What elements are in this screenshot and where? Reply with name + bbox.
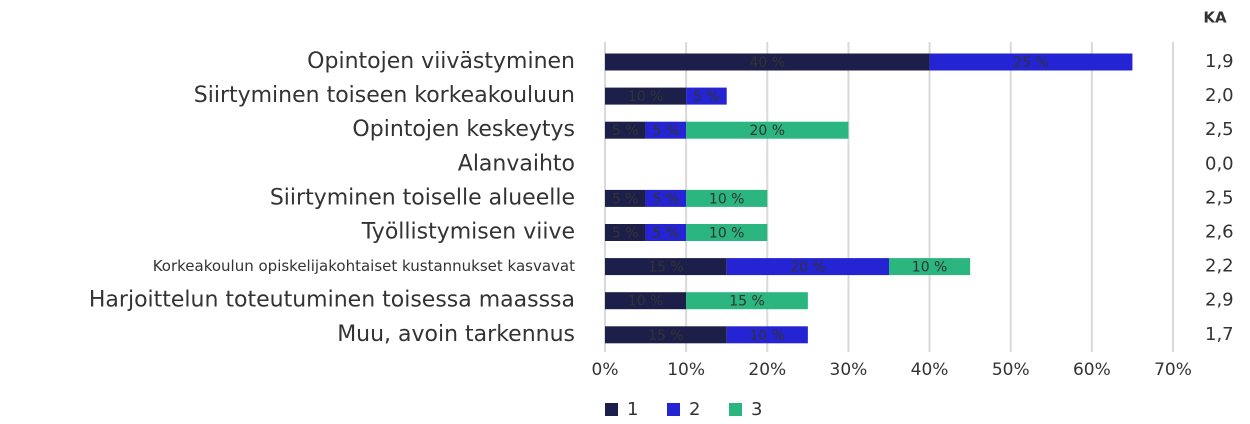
bar-value-label: 10 % [628, 89, 664, 105]
side-value: 1,9 [1205, 51, 1234, 72]
side-value: 0,0 [1205, 153, 1234, 174]
category-label: Opintojen viivästyminen [307, 49, 575, 74]
bar-value-label: 5 % [653, 123, 680, 139]
x-tick-label: 40% [911, 360, 949, 380]
bar-segment [605, 224, 646, 241]
legend-label: 3 [751, 399, 762, 420]
bar-segment [605, 326, 727, 344]
bar-segment [686, 189, 768, 207]
category-label: Muu, avoin tarkennus [337, 322, 575, 347]
bar-value-label: 40 % [749, 55, 785, 71]
bar-segment [726, 258, 889, 276]
category-label: Opintojen keskeytys [352, 117, 575, 142]
bar-value-label: 10 % [709, 226, 745, 242]
category-label: Alanvaihto [458, 151, 575, 176]
x-tick-label: 10% [667, 360, 705, 380]
side-value: 2,6 [1205, 222, 1234, 243]
legend-swatch [605, 403, 618, 416]
bar-segment [686, 121, 849, 139]
bar-segment [686, 224, 768, 241]
bar-value-label: 5 % [653, 226, 680, 242]
bar-segment [645, 121, 687, 139]
bar-segment [605, 292, 687, 310]
bar-segment [929, 53, 1133, 71]
x-tick-label: 50% [992, 360, 1030, 380]
bar-value-label: 10 % [912, 260, 948, 276]
x-tick-label: 60% [1073, 360, 1111, 380]
bar-segment [726, 326, 808, 344]
x-tick-label: 70% [1154, 360, 1192, 380]
legend-swatch [667, 403, 680, 416]
bar-segment [605, 87, 687, 105]
bar-value-label: 15 % [648, 260, 684, 276]
bar-value-label: 25 % [1013, 55, 1049, 71]
bar-segment [645, 224, 687, 241]
category-label: Siirtyminen toiselle alueelle [270, 185, 575, 210]
bar-segment [605, 121, 646, 139]
side-value: 2,2 [1205, 256, 1234, 277]
bar-segment [686, 292, 808, 310]
side-value: 2,5 [1205, 119, 1234, 140]
bar-value-label: 15 % [648, 328, 684, 344]
bar-value-label: 10 % [749, 328, 785, 344]
bar-value-label: 5 % [612, 191, 639, 207]
side-value: 2,0 [1205, 85, 1234, 106]
bar-value-label: 5 % [612, 123, 639, 139]
side-value: 1,7 [1205, 324, 1234, 345]
category-label: Korkeakoulun opiskelijakohtaiset kustann… [153, 257, 575, 275]
bar-value-label: 10 % [709, 191, 745, 207]
category-label: Harjoittelun toteutuminen toisessa maass… [89, 288, 575, 313]
x-tick-label: 30% [830, 360, 868, 380]
legend-label: 2 [689, 399, 700, 420]
bar-segment [686, 87, 727, 105]
legend-swatch [729, 403, 742, 416]
bar-segment [605, 189, 646, 207]
side-value: 2,9 [1205, 290, 1234, 311]
bar-segment [889, 258, 971, 276]
side-value: 2,5 [1205, 187, 1234, 208]
bar-value-label: 5 % [693, 89, 720, 105]
bar-value-label: 20 % [790, 260, 826, 276]
bar-value-label: 5 % [653, 191, 680, 207]
bar-value-label: 15 % [729, 294, 765, 310]
bar-value-label: 20 % [749, 123, 785, 139]
bar-value-label: 10 % [628, 294, 664, 310]
category-label: Työllistymisen viive [361, 220, 575, 245]
side-header: KA [1203, 9, 1227, 27]
bar-value-label: 5 % [612, 226, 639, 242]
legend-label: 1 [627, 399, 638, 420]
x-tick-label: 0% [592, 360, 619, 380]
category-label: Siirtyminen toiseen korkeakouluun [194, 83, 575, 108]
bar-segment [605, 258, 727, 276]
bar-segment [605, 53, 930, 71]
bar-segment [645, 189, 687, 207]
x-tick-label: 20% [748, 360, 786, 380]
